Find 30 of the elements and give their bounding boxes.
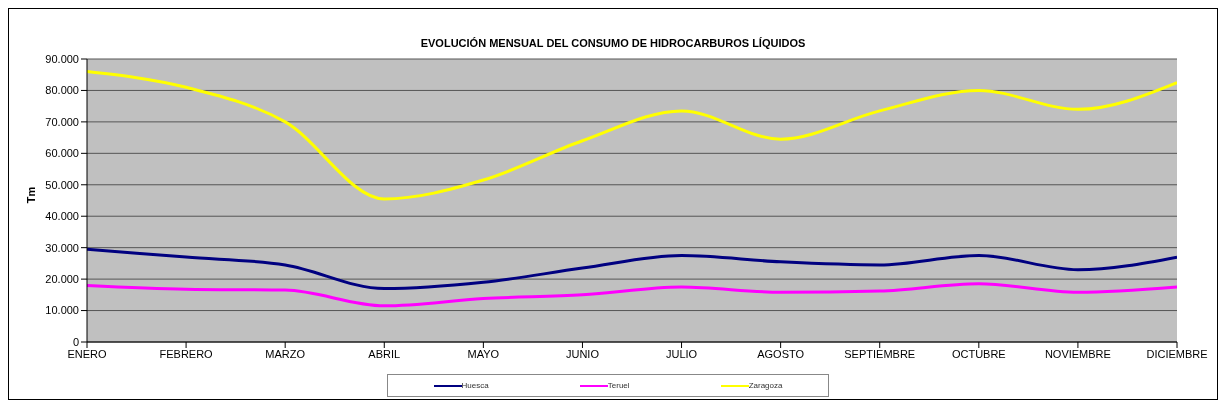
x-tick-label: JULIO bbox=[665, 347, 698, 360]
x-tick-label: AGOSTO bbox=[757, 347, 805, 360]
x-tick-label: MARZO bbox=[265, 347, 306, 360]
x-tick-label: SEPTIEMBRE bbox=[844, 347, 916, 360]
y-tick-label: 70.000 bbox=[45, 115, 79, 128]
y-tick-label: 80.000 bbox=[45, 84, 79, 97]
y-tick-label: 90.000 bbox=[45, 52, 79, 65]
line-series bbox=[87, 282, 1177, 308]
legend-label: Huesca bbox=[460, 381, 489, 390]
line-series bbox=[87, 247, 1177, 291]
x-tick-label: NOVIEMBRE bbox=[1044, 347, 1111, 360]
chart-title: EVOLUCIÓN MENSUAL DEL CONSUMO DE HIDROCARBUROS LÍQUIDOS bbox=[419, 37, 807, 49]
x-tick-label: OCTUBRE bbox=[951, 347, 1006, 360]
line-series bbox=[87, 70, 1177, 201]
x-tick-label: ABRIL bbox=[368, 347, 401, 360]
x-tick-label: MAYO bbox=[467, 347, 500, 360]
y-tick-label: 20.000 bbox=[45, 273, 79, 286]
y-tick-label: 30.000 bbox=[45, 241, 79, 254]
y-axis-title: Tm bbox=[25, 186, 38, 204]
y-tick-label: 40.000 bbox=[45, 210, 79, 223]
x-tick-label: JUNIO bbox=[565, 347, 600, 360]
x-tick-label: FEBRERO bbox=[159, 347, 214, 360]
x-tick-label: ENERO bbox=[67, 347, 107, 360]
legend-label: Teruel bbox=[606, 381, 630, 390]
y-tick-label: 60.000 bbox=[45, 147, 79, 160]
y-tick-label: 0 bbox=[72, 335, 79, 348]
y-tick-label: 10.000 bbox=[45, 304, 79, 317]
x-tick-label: DICIEMBRE bbox=[1146, 347, 1208, 360]
y-tick-label: 50.000 bbox=[45, 178, 79, 191]
legend-label: Zaragoza bbox=[747, 381, 783, 390]
